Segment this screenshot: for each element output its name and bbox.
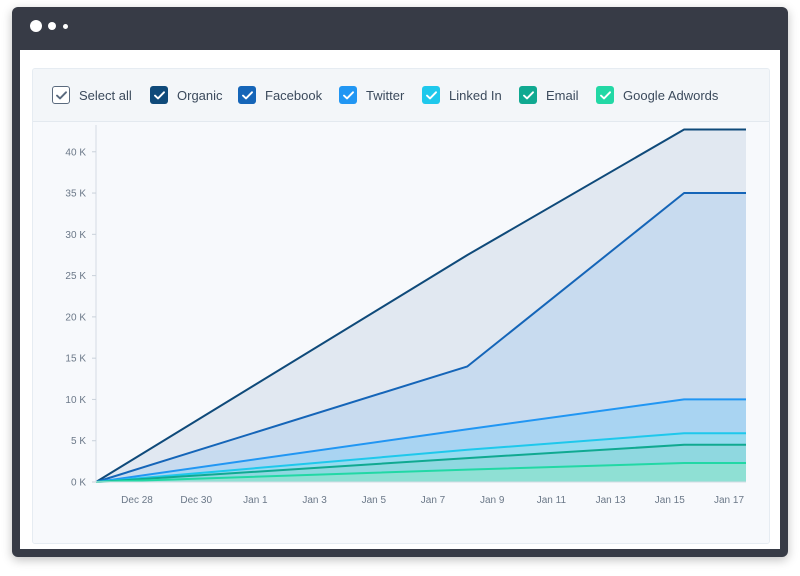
y-tick-label: 20 K [65,312,86,323]
y-tick-label: 10 K [65,395,86,406]
checkbox-icon[interactable] [519,86,537,104]
series-line-linked-in[interactable] [95,432,746,483]
series-line-facebook[interactable] [95,192,746,483]
x-tick-label: Jan 5 [362,495,387,506]
x-tick-label: Jan 17 [714,495,744,506]
y-tick-label: 35 K [65,189,86,200]
window-content: Select all Organic Facebook Twitter Link… [20,50,780,549]
x-tick-label: Jan 13 [596,495,626,506]
x-tick-label: Jan 3 [302,495,327,506]
window-dot-icon[interactable] [48,22,56,30]
window-dot-icon[interactable] [30,20,42,32]
y-tick-label: 25 K [65,271,86,282]
y-tick-label: 0 K [71,478,86,489]
filter-twitter[interactable]: Twitter [339,85,404,105]
window-dot-icon[interactable] [63,23,68,29]
chart-panel: Select all Organic Facebook Twitter Link… [32,68,770,544]
checkbox-icon[interactable] [596,86,614,104]
x-tick-label: Jan 15 [655,495,685,506]
y-tick-label: 15 K [65,354,86,365]
filter-label: Email [546,87,579,103]
filter-label: Google Adwords [623,87,719,103]
window-controls [30,20,68,32]
y-axis: 0 K 5 K 10 K 15 K 20 K 25 K 30 K 35 K 40 K [65,125,97,489]
checkbox-icon[interactable] [52,86,70,104]
series-line-email[interactable] [95,443,746,483]
y-tick-label: 5 K [71,436,86,447]
y-tick-label: 30 K [65,230,86,241]
filter-label: Select all [79,87,132,103]
browser-window: Select all Organic Facebook Twitter Link… [12,7,788,557]
area-chart: 0 K 5 K 10 K 15 K 20 K 25 K 30 K 35 K 40 K Dec 2… [65,125,746,506]
checkbox-icon[interactable] [150,86,168,104]
x-tick-label: Jan 11 [537,495,567,506]
series-areas [96,129,746,482]
filter-email[interactable]: Email [519,85,579,105]
filter-linked-in[interactable]: Linked In [422,85,502,105]
x-tick-label: Jan 7 [421,495,446,506]
x-tick-label: Dec 28 [121,495,153,506]
filter-facebook[interactable]: Facebook [238,85,322,105]
series-area-facebook [96,193,746,482]
x-axis: Dec 28 Dec 30 Jan 1 Jan 3 Jan 5 Jan 7 Jan 9 Jan… [96,481,746,506]
filter-organic[interactable]: Organic [150,85,223,105]
filter-select-all[interactable]: Select all [52,85,132,105]
series-line-google-adwords[interactable] [95,462,746,483]
checkbox-icon[interactable] [339,86,357,104]
channel-filter-bar: Select all Organic Facebook Twitter Link… [33,69,769,122]
checkbox-icon[interactable] [238,86,256,104]
series-line-twitter[interactable] [95,398,746,483]
x-tick-label: Jan 9 [480,495,505,506]
series-lines [95,128,746,483]
y-tick-label: 40 K [65,147,86,158]
filter-label: Facebook [265,87,323,103]
x-tick-label: Jan 1 [243,495,268,506]
x-tick-label: Dec 30 [180,495,212,506]
chart-area: 0 K 5 K 10 K 15 K 20 K 25 K 30 K 35 K 40 K Dec 2… [33,122,769,543]
filter-google-adwords[interactable]: Google Adwords [596,85,718,105]
filter-label: Linked In [449,87,502,103]
filter-label: Twitter [366,87,405,103]
filter-label: Organic [177,87,223,103]
checkbox-icon[interactable] [422,86,440,104]
series-line-organic[interactable] [95,128,746,483]
